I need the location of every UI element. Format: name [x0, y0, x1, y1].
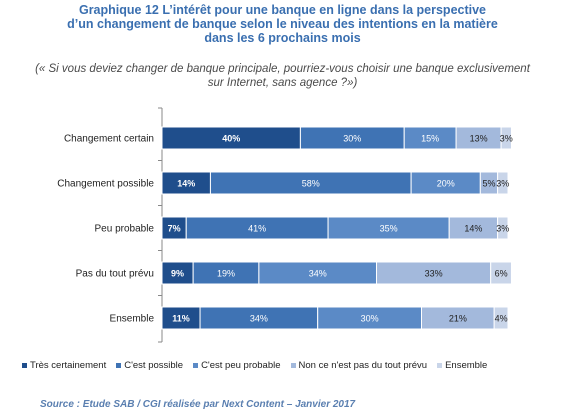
- data-label: 30%: [343, 134, 361, 144]
- subtitle-line: sur Internet, sans agence ?»): [207, 77, 358, 89]
- title-line: dans les 6 prochains mois: [204, 31, 361, 45]
- legend-item: C'est peu probable: [193, 360, 281, 371]
- legend-item: Non ce n'est pas du tout prévu: [290, 360, 428, 371]
- data-label: 3%: [500, 134, 513, 144]
- legend-swatch: [437, 363, 443, 368]
- data-label: 4%: [495, 314, 508, 324]
- bar-segment: [493, 306, 509, 330]
- legend-label: C'est peu probable: [201, 360, 281, 371]
- data-label: 34%: [250, 314, 268, 324]
- bar-segment: [497, 171, 509, 195]
- data-label: 11%: [172, 314, 190, 324]
- category-label: Peu probable: [95, 224, 155, 235]
- data-label: 34%: [309, 269, 327, 279]
- legend-swatch: [22, 363, 27, 368]
- legend-item: Très certainement: [22, 360, 106, 371]
- chart-title: Graphique 12 L’intérêt pour une banque e…: [0, 3, 565, 45]
- category-label: Ensemble: [110, 314, 155, 325]
- legend-label: C'est possible: [124, 360, 184, 371]
- data-label: 19%: [217, 269, 235, 279]
- bar-segment: [490, 261, 512, 285]
- data-label: 9%: [171, 269, 184, 279]
- title-line: d’un changement de banque selon le nivea…: [67, 17, 498, 31]
- bar-segment: [500, 126, 512, 150]
- data-label: 35%: [380, 224, 398, 234]
- data-label: 33%: [425, 269, 443, 279]
- legend-label: Non ce n'est pas du tout prévu: [298, 360, 428, 371]
- legend-swatch: [193, 363, 199, 368]
- legend-swatch: [116, 363, 122, 368]
- data-label: 7%: [168, 224, 181, 234]
- subtitle-line: (« Si vous deviez changer de banque prin…: [35, 63, 530, 75]
- data-label: 14%: [464, 224, 482, 234]
- data-label: 6%: [495, 269, 508, 279]
- data-label: 15%: [421, 134, 439, 144]
- title-line: Graphique 12 L’intérêt pour une banque e…: [78, 3, 487, 17]
- data-label: 41%: [248, 224, 266, 234]
- category-label: Changement certain: [64, 134, 154, 145]
- category-label: Pas du tout prévu: [76, 269, 154, 280]
- category-label: Changement possible: [57, 179, 154, 190]
- data-label: 21%: [449, 314, 467, 324]
- data-label: 3%: [496, 224, 509, 234]
- data-label: 20%: [437, 179, 455, 189]
- data-label: 14%: [177, 179, 195, 189]
- chart-legend: Très certainement C'est possible C'est peu…: [22, 360, 487, 371]
- data-label: 13%: [470, 134, 488, 144]
- legend-item: Ensemble: [437, 360, 487, 371]
- legend-label: Ensemble: [445, 360, 488, 371]
- source-note: Source : Etude SAB / CGI réalisée par Ne…: [40, 399, 356, 410]
- data-label: 58%: [302, 179, 320, 189]
- data-label: 40%: [222, 134, 240, 144]
- data-label: 30%: [361, 314, 379, 324]
- data-label: 3%: [496, 179, 509, 189]
- bar-segment: [497, 216, 509, 240]
- legend-label: Très certainement: [30, 360, 107, 371]
- chart-subtitle: (« Si vous deviez changer de banque prin…: [0, 62, 565, 90]
- legend-item: C'est possible: [116, 360, 183, 371]
- data-label: 5%: [482, 179, 495, 189]
- legend-swatch: [290, 363, 296, 368]
